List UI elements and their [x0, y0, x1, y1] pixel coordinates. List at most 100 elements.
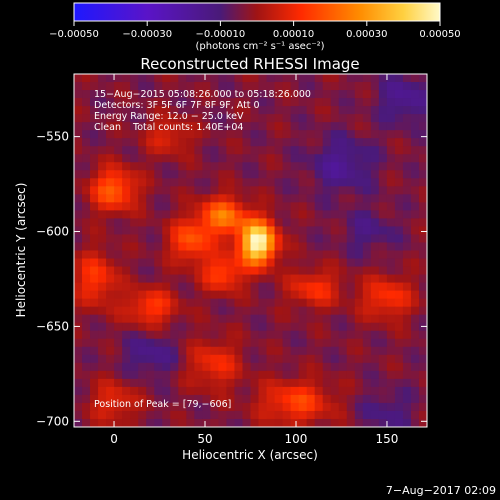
heatmap-cell	[322, 362, 332, 372]
heatmap-cell	[346, 82, 356, 91]
heatmap-cell	[202, 386, 211, 396]
heatmap-cell	[418, 210, 427, 220]
heatmap-cell	[122, 130, 131, 139]
heatmap-cell	[306, 274, 316, 284]
heatmap-cell	[266, 370, 276, 380]
heatmap-cell	[122, 234, 131, 244]
heatmap-cell	[258, 266, 268, 276]
heatmap-cell	[402, 338, 412, 348]
heatmap-cell	[282, 322, 292, 332]
heatmap-cell	[90, 322, 99, 332]
heatmap-cell	[122, 146, 131, 155]
heatmap-cell	[290, 186, 300, 195]
heatmap-cell	[170, 330, 179, 340]
heatmap-cell	[346, 306, 356, 316]
heatmap-cell	[250, 122, 260, 131]
colorbar-tick-label: −0.00030	[122, 29, 172, 40]
heatmap-cell	[354, 146, 364, 155]
heatmap-cell	[370, 106, 380, 115]
heatmap-cell	[234, 114, 244, 123]
heatmap-cell	[74, 178, 83, 187]
heatmap-cell	[362, 354, 372, 364]
heatmap-cell	[226, 402, 236, 412]
heatmap-cell	[370, 98, 380, 107]
heatmap-cell	[306, 410, 316, 420]
heatmap-cell	[394, 114, 404, 123]
heatmap-cell	[370, 210, 380, 220]
heatmap-cell	[170, 282, 179, 292]
heatmap-cell	[418, 114, 427, 123]
heatmap-cell	[394, 410, 404, 420]
heatmap-cell	[170, 170, 179, 179]
heatmap-cell	[250, 130, 260, 139]
heatmap-cell	[234, 322, 244, 332]
heatmap-cell	[250, 306, 260, 316]
heatmap-cell	[298, 74, 308, 83]
heatmap-cell	[402, 146, 412, 155]
heatmap-cell	[298, 106, 308, 115]
heatmap-cell	[170, 194, 179, 203]
heatmap-cell	[114, 210, 123, 220]
heatmap-cell	[130, 242, 139, 252]
heatmap-cell	[98, 178, 107, 187]
heatmap-cell	[386, 322, 396, 332]
heatmap-cell	[266, 354, 276, 364]
heatmap-cell	[274, 178, 284, 187]
heatmap-cell	[170, 402, 179, 412]
heatmap-cell	[410, 418, 420, 427]
heatmap-cell	[202, 418, 211, 427]
heatmap-cell	[202, 170, 211, 179]
heatmap-cell	[226, 386, 236, 396]
heatmap-cell	[418, 362, 427, 372]
heatmap-cell	[242, 138, 252, 147]
heatmap-cell	[178, 162, 187, 171]
heatmap-cell	[378, 218, 388, 228]
heatmap-cell	[402, 378, 412, 388]
heatmap-cell	[186, 202, 195, 211]
heatmap-cell	[314, 314, 324, 324]
heatmap-cell	[130, 258, 139, 268]
heatmap-cell	[82, 202, 91, 211]
heatmap-cell	[330, 154, 340, 163]
heatmap-cell	[402, 234, 412, 244]
heatmap-cell	[74, 322, 83, 332]
heatmap-cell	[370, 274, 380, 284]
heatmap-cell	[178, 402, 187, 412]
heatmap-cell	[146, 258, 155, 268]
heatmap-cell	[98, 250, 107, 260]
heatmap-cell	[226, 138, 236, 147]
heatmap-cell	[370, 354, 380, 364]
heatmap-cell	[130, 154, 139, 163]
heatmap-cell	[130, 186, 139, 195]
heatmap-cell	[154, 274, 163, 284]
heatmap-cell	[370, 410, 380, 420]
heatmap-cell	[330, 122, 340, 131]
heatmap-cell	[330, 370, 340, 380]
heatmap-cell	[306, 226, 316, 236]
heatmap-cell	[258, 114, 268, 123]
heatmap-cell	[346, 402, 356, 412]
heatmap-cell	[130, 386, 139, 396]
heatmap-cell	[322, 290, 332, 300]
heatmap-cell	[146, 234, 155, 244]
heatmap-cell	[138, 378, 147, 388]
heatmap-cell	[266, 138, 276, 147]
heatmap-cell	[258, 186, 268, 195]
heatmap-cell	[418, 354, 427, 364]
heatmap-cell	[74, 362, 83, 372]
heatmap-cell	[106, 386, 115, 396]
heatmap-cell	[298, 90, 308, 99]
heatmap-cell	[410, 258, 420, 268]
heatmap-cell	[298, 98, 308, 107]
heatmap-cell	[362, 418, 372, 427]
heatmap-cell	[234, 410, 244, 420]
heatmap-cell	[74, 74, 83, 83]
heatmap-cell	[298, 290, 308, 300]
heatmap-cell	[194, 330, 203, 340]
heatmap-cell	[362, 282, 372, 292]
heatmap-cell	[290, 178, 300, 187]
heatmap-cell	[98, 410, 107, 420]
heatmap-cell	[274, 266, 284, 276]
heatmap-cell	[146, 178, 155, 187]
heatmap-cell	[266, 290, 276, 300]
